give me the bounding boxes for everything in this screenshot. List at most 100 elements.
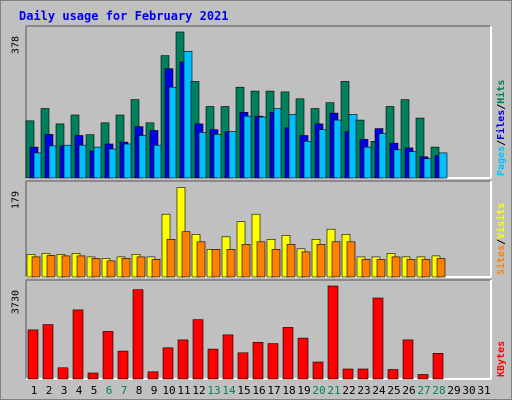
day-label-23: 23	[357, 384, 370, 397]
bar-kbytes-day-27	[417, 374, 429, 380]
legend-sep: /	[496, 239, 507, 245]
legend-sep2: /	[496, 104, 507, 110]
legend-pages: Pages	[496, 146, 507, 176]
bar-kbytes-day-7	[117, 350, 129, 380]
day-label-3: 3	[61, 384, 68, 397]
bar-kbytes-day-23	[357, 368, 369, 380]
legend-files: Files	[495, 110, 507, 140]
bar-sites-day-12	[196, 241, 206, 278]
bar-kbytes-day-21	[327, 285, 339, 380]
bar-sites-day-28	[436, 258, 446, 278]
bar-sites-day-14	[226, 249, 236, 278]
bar-kbytes-day-5	[87, 372, 99, 380]
day-label-18: 18	[282, 384, 295, 397]
bar-sites-day-22	[346, 241, 356, 278]
day-label-24: 24	[372, 384, 386, 397]
day-label-4: 4	[76, 384, 83, 397]
day-label-1: 1	[31, 384, 38, 397]
day-label-22: 22	[342, 384, 355, 397]
panel-1-legend: Pages/Files/Hits	[495, 80, 507, 176]
bar-sites-day-11	[181, 231, 191, 278]
day-label-9: 9	[151, 384, 158, 397]
bar-kbytes-day-11	[177, 339, 189, 380]
day-label-31: 31	[477, 384, 490, 397]
bar-sites-day-21	[331, 241, 341, 278]
day-label-12: 12	[192, 384, 205, 397]
day-label-26: 26	[402, 384, 415, 397]
bar-sites-day-9	[151, 259, 161, 278]
legend-visits: Visits	[495, 203, 507, 239]
day-label-13: 13	[207, 384, 220, 397]
bar-sites-day-3	[61, 255, 71, 278]
bar-kbytes-day-26	[402, 339, 414, 380]
bar-kbytes-day-13	[207, 348, 219, 380]
day-label-17: 17	[267, 384, 280, 397]
bar-kbytes-day-28	[432, 352, 444, 380]
bar-kbytes-day-6	[102, 331, 114, 380]
bar-sites-day-16	[256, 241, 266, 278]
bar-sites-day-6	[106, 260, 116, 278]
day-label-7: 7	[121, 384, 128, 397]
bar-kbytes-day-15	[237, 352, 249, 380]
bar-sites-day-20	[316, 244, 326, 278]
day-label-10: 10	[162, 384, 175, 397]
legend-kbytes: KBytes	[496, 341, 507, 377]
bar-sites-day-24	[376, 259, 386, 278]
bar-sites-day-25	[391, 256, 401, 278]
panel-1-max-label: 378	[11, 36, 22, 54]
bar-kbytes-day-25	[387, 369, 399, 380]
bar-sites-day-17	[271, 249, 281, 278]
day-label-11: 11	[177, 384, 190, 397]
day-label-19: 19	[297, 384, 310, 397]
bar-kbytes-day-1	[27, 329, 39, 380]
bar-kbytes-day-16	[252, 341, 264, 380]
bar-sites-day-27	[421, 259, 431, 278]
day-label-8: 8	[136, 384, 143, 397]
bar-sites-day-1	[31, 256, 41, 278]
bar-sites-day-8	[136, 256, 146, 278]
bar-pages-day-28	[438, 152, 448, 179]
day-label-2: 2	[46, 384, 53, 397]
bar-sites-day-5	[91, 258, 101, 278]
bar-sites-day-19	[301, 251, 311, 278]
bar-kbytes-day-22	[342, 368, 354, 380]
bar-kbytes-day-12	[192, 319, 204, 380]
day-label-15: 15	[237, 384, 250, 397]
panel-3-max-label: 3730	[11, 290, 22, 314]
day-label-21: 21	[327, 384, 340, 397]
bar-kbytes-day-2	[42, 324, 54, 380]
bar-sites-day-2	[46, 255, 56, 278]
bar-kbytes-day-8	[132, 289, 144, 380]
day-label-27: 27	[417, 384, 430, 397]
panel-2-max-label: 179	[11, 191, 22, 209]
bar-kbytes-day-20	[312, 361, 324, 380]
day-label-16: 16	[252, 384, 265, 397]
day-label-25: 25	[387, 384, 400, 397]
bar-sites-day-4	[76, 255, 86, 278]
panel-2-legend: Sites/Visits	[495, 203, 507, 275]
legend-sep1: /	[496, 140, 507, 146]
bar-kbytes-day-3	[57, 367, 69, 380]
day-label-29: 29	[447, 384, 460, 397]
bar-sites-day-26	[406, 259, 416, 278]
legend-sites: Sites	[495, 245, 507, 275]
bar-kbytes-day-24	[372, 297, 384, 380]
bar-sites-day-13	[211, 249, 221, 278]
bar-sites-day-15	[241, 244, 251, 278]
bar-kbytes-day-18	[282, 327, 294, 380]
bar-kbytes-day-19	[297, 337, 309, 380]
panel-3-legend: KBytes	[496, 341, 507, 377]
bar-kbytes-day-10	[162, 347, 174, 380]
bar-sites-day-7	[121, 258, 131, 278]
bar-sites-day-18	[286, 244, 296, 278]
day-label-14: 14	[222, 384, 236, 397]
day-label-6: 6	[106, 384, 113, 397]
bar-kbytes-day-9	[147, 371, 159, 380]
day-label-30: 30	[462, 384, 475, 397]
bar-kbytes-day-14	[222, 334, 234, 380]
bar-sites-day-10	[166, 239, 176, 278]
legend-hits: Hits	[495, 80, 507, 104]
day-label-28: 28	[432, 384, 445, 397]
bar-kbytes-day-17	[267, 343, 279, 380]
